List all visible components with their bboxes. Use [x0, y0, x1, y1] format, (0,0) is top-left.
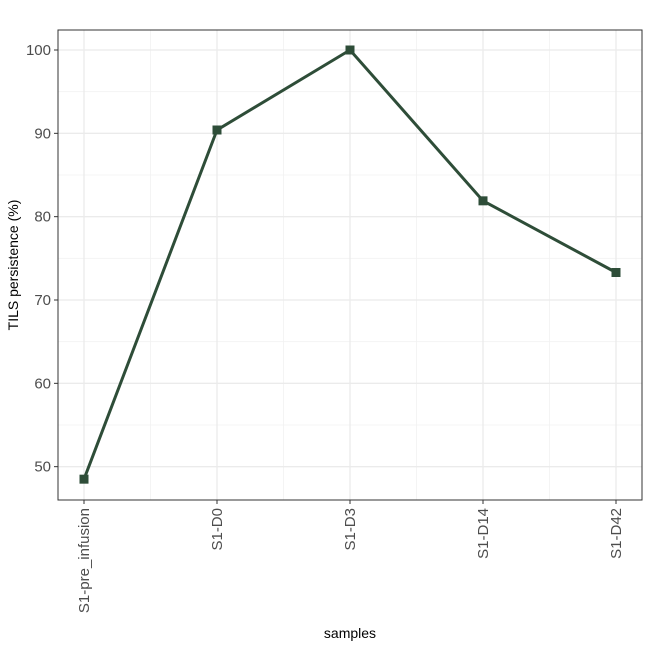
x-tick-label: S1-D0	[209, 508, 226, 551]
y-tick-label: 80	[34, 209, 51, 226]
marker	[611, 268, 621, 277]
y-tick-label: 90	[34, 125, 51, 142]
x-axis-label: samples	[324, 625, 376, 641]
marker	[212, 125, 222, 135]
y-tick-label: 100	[26, 42, 51, 59]
plot-border	[57, 29, 643, 501]
marker	[345, 45, 355, 55]
marker	[79, 474, 89, 484]
y-tick-label: 70	[34, 292, 51, 309]
x-tick-label: S1-D42	[608, 508, 625, 559]
y-tick-label: 50	[34, 459, 51, 476]
y-tick-label: 60	[34, 375, 51, 392]
x-tick-label: S1-pre_infusion	[76, 508, 93, 613]
marker	[478, 196, 488, 206]
x-tick-label: S1-D3	[342, 508, 359, 551]
x-tick-label: S1-D14	[475, 508, 492, 559]
y-axis-label: TILS persistence (%)	[5, 200, 21, 331]
